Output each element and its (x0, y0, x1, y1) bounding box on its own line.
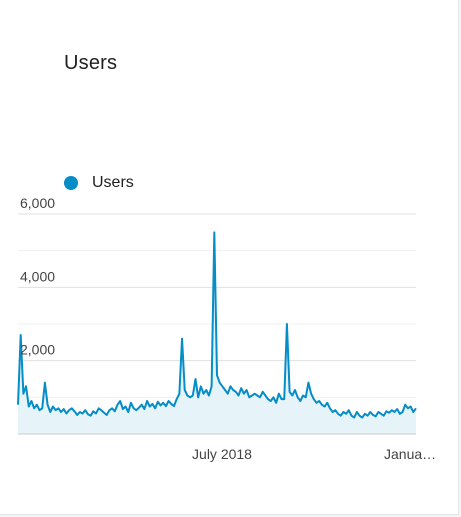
series-line-users (17, 231, 417, 419)
x-tick-label: Janua… (384, 446, 436, 462)
legend-swatch-users (64, 176, 78, 190)
x-tick-label: July 2018 (192, 446, 252, 462)
y-tick-label: 4,000 (20, 268, 55, 284)
y-tick-label: 2,000 (20, 342, 55, 358)
legend[interactable]: Users (64, 174, 134, 192)
series-area-users (18, 232, 416, 434)
legend-label-users: Users (92, 174, 134, 191)
card-title: Users (64, 52, 118, 74)
y-tick-label: 6,000 (20, 195, 55, 211)
